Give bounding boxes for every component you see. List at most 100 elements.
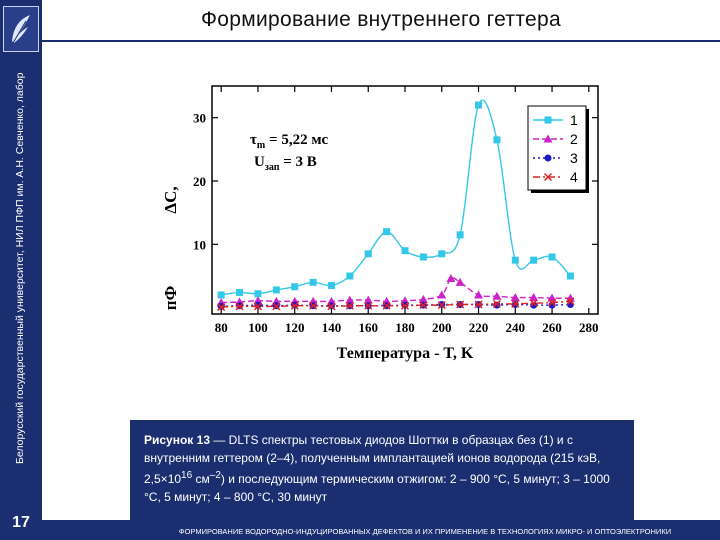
dlts-chart: 80 100 120 140 160 180 200 220 240 260 280 10 20 30 τ… [161, 85, 599, 362]
series-4-point [419, 301, 428, 310]
series-2-point [363, 295, 373, 304]
series-4-point [529, 299, 538, 308]
y-tick-label: 10 [193, 237, 206, 252]
series-4-point [437, 301, 446, 310]
y-axis-label-lower: пФ [161, 286, 180, 310]
series-1-line [221, 99, 571, 296]
series-1-point [566, 272, 574, 280]
series-1-point [291, 283, 299, 291]
x-tick-label: 180 [395, 320, 415, 335]
legend-marker-3 [544, 154, 552, 162]
series-2 [216, 274, 575, 307]
x-tick-label: 240 [506, 320, 526, 335]
series-3-point [254, 301, 262, 309]
chart-panel: 80 100 120 140 160 180 200 220 240 260 280 10 20 30 τ… [130, 62, 634, 419]
series-2-point [271, 296, 281, 305]
series-2-point [446, 274, 456, 283]
series-2-point [326, 296, 336, 305]
legend-label-4: 4 [570, 169, 578, 185]
y-axis-label-bottom: пФ [161, 286, 180, 310]
series-3 [217, 301, 574, 310]
series-4-point [345, 301, 354, 310]
series-4-line [221, 300, 571, 308]
series-1-point [272, 286, 280, 294]
series-1-point [383, 228, 391, 236]
y-axis-label: ΔC, [161, 186, 180, 213]
series-2-point [345, 295, 355, 304]
series-3-point [493, 301, 501, 309]
slide-title: Формирование внутреннего геттера [201, 8, 561, 31]
series-1-point [511, 256, 519, 264]
series-4 [217, 297, 575, 312]
caption-label: Рисунок 13 [144, 433, 210, 447]
title-divider [42, 40, 720, 42]
series-2-point [474, 290, 484, 299]
series-2-point [418, 294, 428, 303]
series-1-point [493, 136, 501, 144]
series-1-point [548, 253, 556, 261]
page-number: 17 [12, 514, 30, 531]
annotation-tau: τm = 5,22 мс [250, 132, 329, 151]
series-2-point [492, 291, 502, 300]
x-tick-label: 140 [322, 320, 342, 335]
y-tick-label: 20 [193, 174, 206, 189]
series-4-point [364, 301, 373, 310]
annotation-voltage: Uзап = 3 В [254, 154, 317, 173]
series-1-point [475, 101, 483, 109]
series-1-point [456, 231, 464, 239]
x-tick-label: 80 [215, 320, 228, 335]
series-1-point [401, 247, 409, 255]
legend-marker-1 [544, 116, 552, 124]
series-4-point [235, 302, 244, 311]
series-1-point [236, 288, 244, 296]
y-tick-label: 30 [193, 111, 206, 126]
legend-marker-2 [543, 134, 553, 143]
series-2-point [253, 296, 263, 305]
caption-text-3: ) и последующим термическим отжигом: 2 –… [144, 472, 610, 504]
sidebar: Белорусский государственный университет,… [0, 0, 42, 540]
series-4-point [492, 299, 501, 308]
legend-label-1: 1 [570, 112, 578, 128]
x-tick-label: 200 [432, 320, 452, 335]
series-4-point [253, 302, 262, 311]
series-4-point [382, 301, 391, 310]
university-logo [3, 6, 39, 52]
series-2-point [437, 290, 447, 299]
x-tick-label: 160 [358, 320, 378, 335]
legend-marker-4 [543, 172, 553, 182]
series-1-point [217, 291, 225, 299]
series-1-point [419, 253, 427, 261]
series-4-point [327, 302, 336, 311]
y-axis-label-top: ΔC, [161, 186, 180, 213]
series-1 [217, 99, 574, 299]
series-2-point [510, 293, 520, 302]
x-tick-label: 120 [285, 320, 305, 335]
footer-text: ФОРМИРОВАНИЕ ВОДОРОДНО-ИНДУЦИРОВАННЫХ ДЕ… [178, 527, 672, 536]
series-1-point [254, 290, 262, 298]
legend-label-2: 2 [570, 131, 578, 147]
series-4-point [217, 303, 226, 312]
series-1-point [309, 278, 317, 286]
footer-bar [42, 520, 720, 540]
legend: 1 2 3 4 [527, 105, 589, 193]
series-1-point [327, 282, 335, 289]
series-4-point [400, 301, 410, 310]
caption-sup-2: –2 [209, 470, 221, 481]
series-1-point [364, 250, 372, 258]
series-1-point [346, 272, 354, 280]
series-4-point [290, 301, 299, 310]
series-2-point [455, 277, 465, 286]
x-tick-label: 100 [248, 320, 268, 335]
series-4-point [566, 297, 575, 306]
x-tick-label: 280 [579, 320, 599, 335]
caption-dash: — [210, 433, 229, 447]
series-4-point [548, 298, 557, 307]
caption-text-1: DLTS спектры тестовых диодов Шоттки в об… [144, 433, 601, 486]
x-tick-label: 220 [469, 320, 489, 335]
sidebar-affiliation-text: Белорусский государственный университет,… [14, 72, 26, 464]
series-1-point [530, 256, 538, 264]
series-1-point [438, 250, 446, 258]
series-4-point [272, 302, 281, 311]
series-4-point [309, 301, 318, 310]
figure-caption: Рисунок 13 — DLTS спектры тестовых диодо… [130, 420, 634, 520]
